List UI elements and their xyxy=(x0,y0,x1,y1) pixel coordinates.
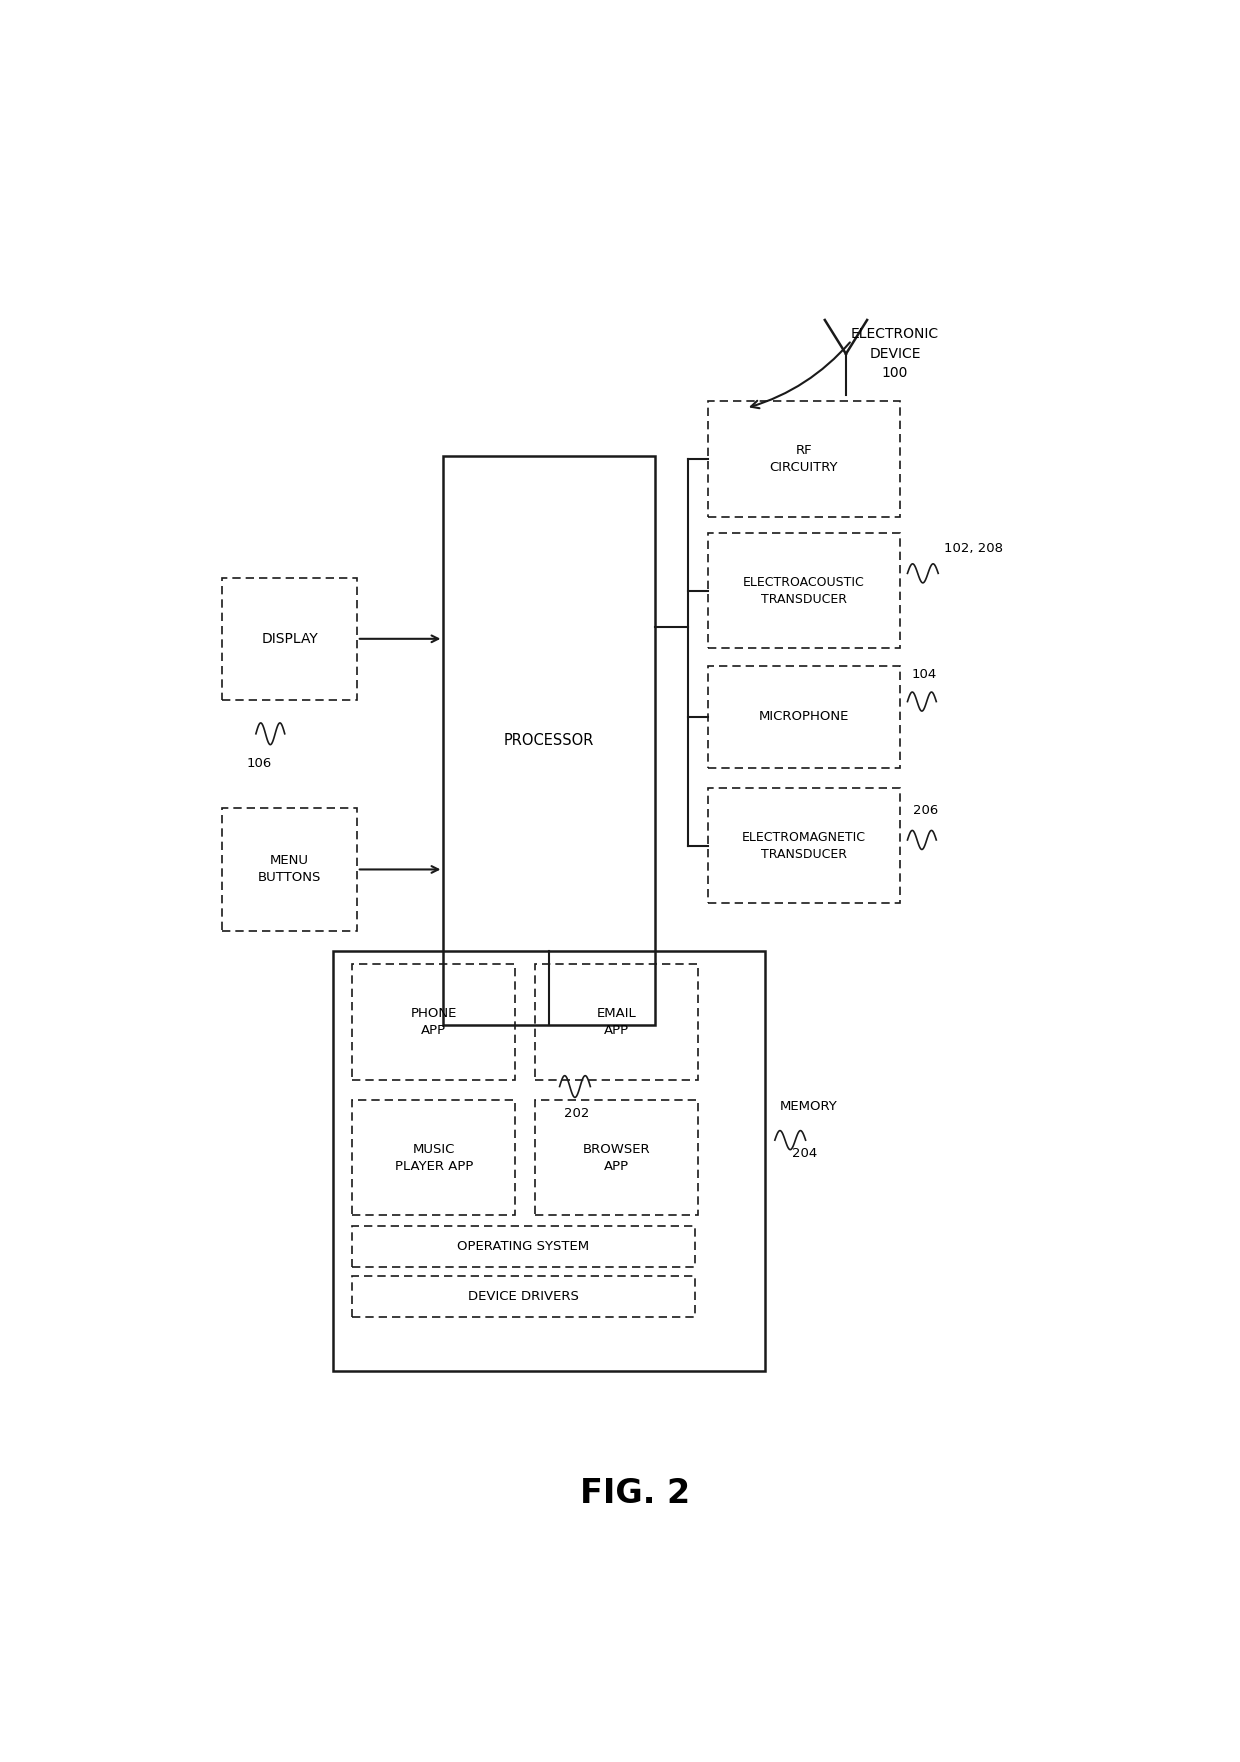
Text: ELECTROMAGNETIC
TRANSDUCER: ELECTROMAGNETIC TRANSDUCER xyxy=(742,830,866,860)
Bar xyxy=(352,1099,516,1216)
Text: FIG. 2: FIG. 2 xyxy=(580,1477,691,1510)
Text: ELECTRONIC
DEVICE
100: ELECTRONIC DEVICE 100 xyxy=(851,328,939,381)
Bar xyxy=(332,951,765,1371)
Text: 102, 208: 102, 208 xyxy=(944,543,1003,555)
Bar xyxy=(222,578,357,700)
Bar xyxy=(352,1226,696,1267)
Bar xyxy=(708,532,900,648)
Bar xyxy=(534,964,698,1080)
Text: EMAIL
APP: EMAIL APP xyxy=(596,1008,636,1038)
Bar xyxy=(708,666,900,768)
Text: 204: 204 xyxy=(792,1147,817,1159)
Text: 104: 104 xyxy=(911,668,936,680)
Bar xyxy=(708,402,900,516)
Bar xyxy=(352,1276,696,1318)
Bar xyxy=(534,1099,698,1216)
Text: DEVICE DRIVERS: DEVICE DRIVERS xyxy=(469,1290,579,1304)
Text: MENU
BUTTONS: MENU BUTTONS xyxy=(258,855,321,885)
Bar xyxy=(352,964,516,1080)
Text: ELECTROACOUSTIC
TRANSDUCER: ELECTROACOUSTIC TRANSDUCER xyxy=(743,576,864,606)
Text: MEMORY: MEMORY xyxy=(780,1099,837,1114)
Text: RF
CIRCUITRY: RF CIRCUITRY xyxy=(770,444,838,474)
Text: BROWSER
APP: BROWSER APP xyxy=(583,1144,650,1173)
Text: 206: 206 xyxy=(913,803,939,816)
Bar xyxy=(444,456,655,1025)
Bar xyxy=(708,788,900,904)
Text: MUSIC
PLAYER APP: MUSIC PLAYER APP xyxy=(394,1144,472,1173)
Text: DISPLAY: DISPLAY xyxy=(262,633,317,647)
Bar xyxy=(222,809,357,930)
Text: OPERATING SYSTEM: OPERATING SYSTEM xyxy=(458,1240,589,1253)
Text: 106: 106 xyxy=(247,758,272,770)
Text: MICROPHONE: MICROPHONE xyxy=(759,710,849,724)
Text: 202: 202 xyxy=(564,1107,590,1121)
Text: PROCESSOR: PROCESSOR xyxy=(503,733,594,749)
Text: PHONE
APP: PHONE APP xyxy=(410,1008,456,1038)
